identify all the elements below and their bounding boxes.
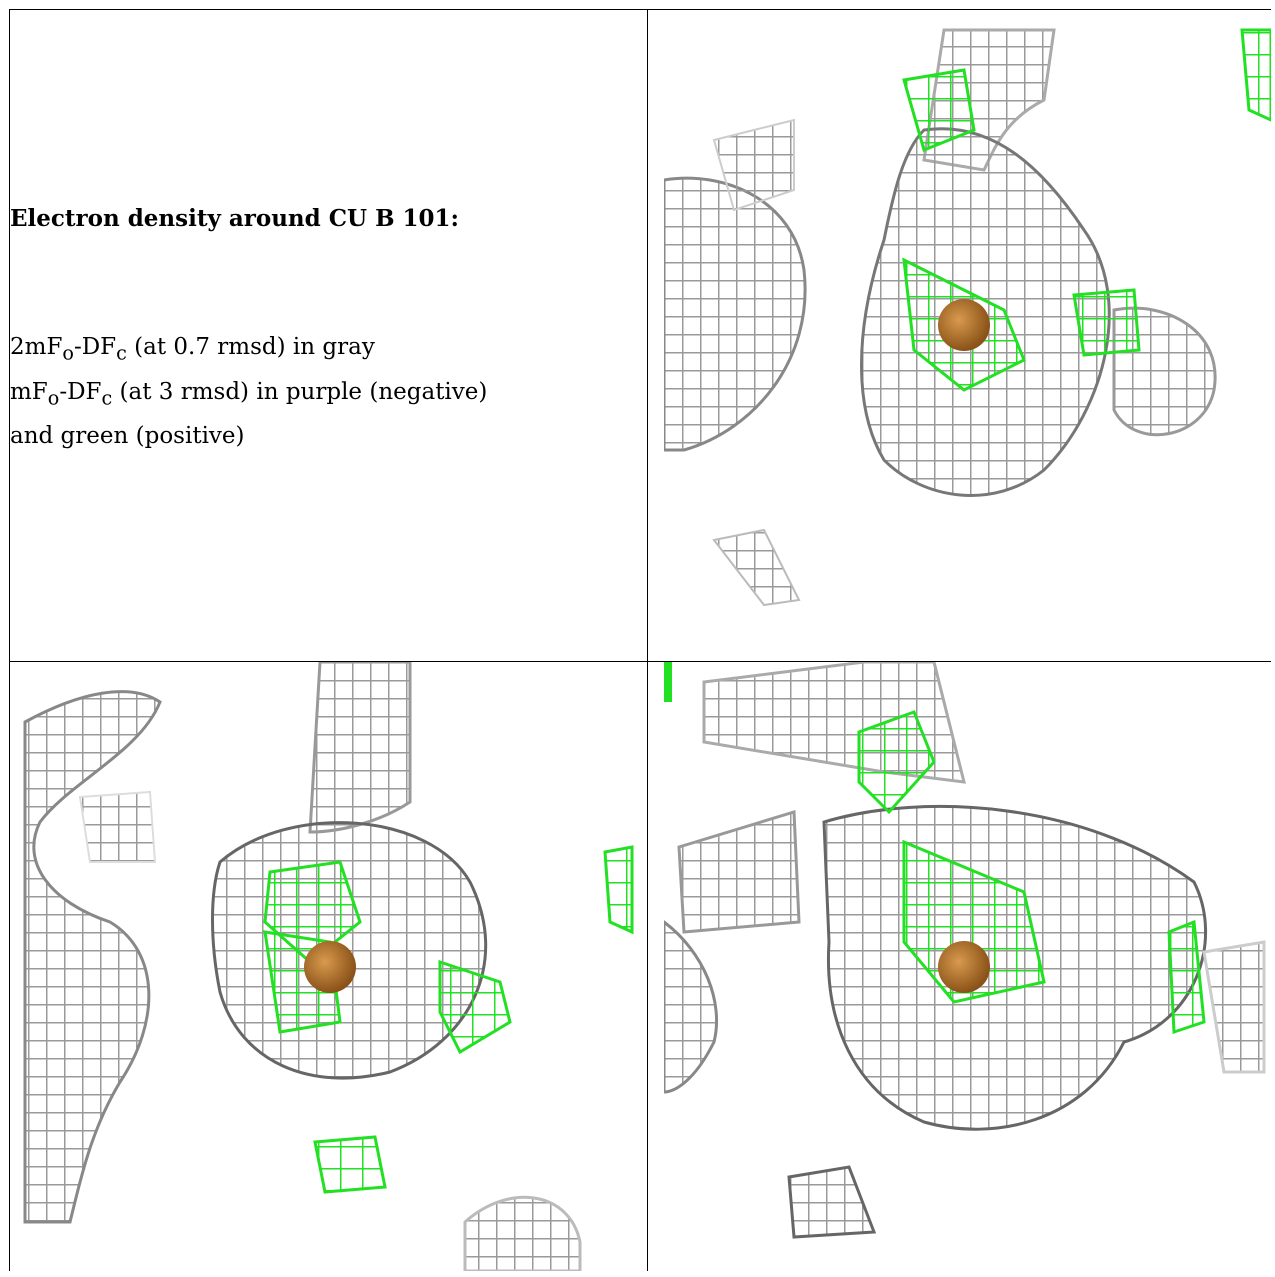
copper-atom (304, 941, 356, 993)
frame-left-border (9, 9, 10, 1271)
frame-vertical-divider (647, 9, 648, 1271)
caption-legend: 2mFo-DFc (at 0.7 rmsd) in gray mFo-DFc (… (10, 328, 647, 455)
caption-title: Electron density around CU B 101: (10, 205, 460, 232)
caption-line-green: and green (positive) (10, 423, 245, 450)
frame-horizontal-divider (9, 661, 1271, 662)
view-top-right (664, 10, 1271, 661)
frame-top-border (9, 9, 1271, 10)
copper-atom (938, 299, 990, 351)
caption-line-mfo: mFo-DFc (at 3 rmsd) in purple (negative) (10, 378, 488, 410)
view-bottom-left (10, 662, 647, 1271)
density-mesh-top-right (664, 28, 1271, 607)
caption-line-2mfo: 2mFo-DFc (at 0.7 rmsd) in gray (10, 334, 375, 365)
view-bottom-right (664, 662, 1271, 1271)
copper-atom (938, 941, 990, 993)
density-mesh-bottom-left (23, 662, 634, 1271)
density-mesh-bottom-right (664, 662, 1266, 1239)
caption-panel: Electron density around CU B 101: 2mFo-D… (10, 10, 647, 661)
